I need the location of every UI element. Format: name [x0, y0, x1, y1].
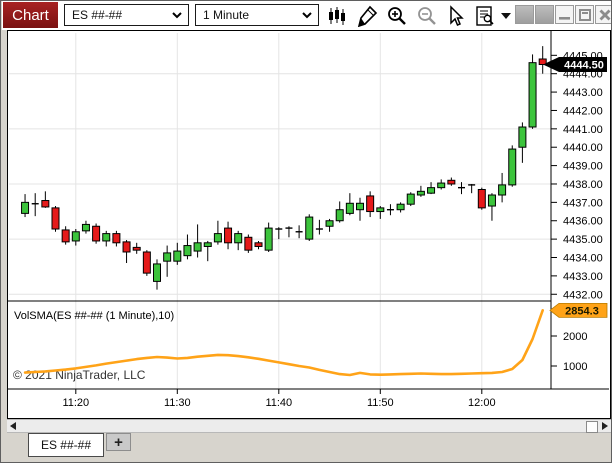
indicator-value-badge: 2854.3	[549, 302, 608, 318]
zoom-out-icon	[418, 6, 436, 25]
toolbar-caret-button[interactable]	[498, 4, 514, 27]
svg-text:12:00: 12:00	[468, 397, 496, 409]
candles	[21, 46, 547, 290]
chart-style-icon	[329, 6, 345, 25]
svg-text:4438.00: 4438.00	[563, 179, 603, 191]
current-price-badge: 4444.50	[543, 57, 607, 73]
svg-text:4439.00: 4439.00	[563, 161, 603, 173]
scroll-right-arrow-icon[interactable]	[602, 422, 608, 430]
svg-text:11:40: 11:40	[265, 397, 292, 409]
svg-text:4441.00: 4441.00	[563, 124, 603, 136]
zoom-in-icon	[388, 6, 406, 25]
tab-instrument-label: ES ##-##	[40, 438, 92, 452]
instrument-selector[interactable]: ES ##-##	[64, 4, 189, 26]
interval-selector-value: 1 Minute	[203, 8, 250, 22]
svg-text:2000: 2000	[563, 331, 587, 343]
title-toolbar: Chart ES ##-## 1 Minute	[2, 1, 611, 30]
svg-text:4443.00: 4443.00	[563, 87, 603, 99]
watermark: © 2021 NinjaTrader, LLC	[13, 368, 146, 382]
data-series-button[interactable]	[472, 4, 498, 27]
window-title-chart-label: Chart	[3, 2, 58, 28]
indicator-label: VolSMA(ES ##-## (1 Minute),10)	[14, 310, 174, 322]
time-axis: 11:20 11:30 11:40 11:50 12:00	[62, 389, 496, 409]
svg-text:4437.00: 4437.00	[563, 197, 603, 209]
cursor-icon	[450, 4, 464, 26]
data-series-icon	[476, 5, 494, 26]
svg-text:2854.3: 2854.3	[565, 305, 599, 317]
volsma-line	[23, 309, 545, 377]
minimize-button[interactable]	[555, 5, 574, 24]
svg-text:1000: 1000	[563, 361, 587, 373]
restore-icon	[578, 8, 591, 21]
svg-text:4440.00: 4440.00	[563, 142, 603, 154]
svg-text:© 2021 NinjaTrader, LLC: © 2021 NinjaTrader, LLC	[13, 368, 146, 382]
dropdown-caret-icon	[501, 12, 511, 19]
draw-pencil-icon	[357, 5, 378, 27]
chart-area[interactable]: 4445.00 4444.00 4443.00 4442.00 4441.00 4440.…	[7, 30, 611, 419]
horizontal-scrollbar[interactable]	[7, 419, 611, 433]
svg-text:4434.00: 4434.00	[563, 253, 603, 265]
add-tab-label: +	[114, 433, 123, 451]
svg-text:11:50: 11:50	[367, 397, 394, 409]
zoom-out-button[interactable]	[414, 4, 440, 27]
svg-text:4435.00: 4435.00	[563, 234, 603, 246]
restore-button[interactable]	[575, 5, 594, 24]
draw-tool-button[interactable]	[354, 4, 380, 27]
svg-text:4433.00: 4433.00	[563, 271, 603, 283]
svg-text:11:30: 11:30	[164, 397, 191, 409]
instrument-link-button[interactable]	[515, 5, 534, 24]
close-button[interactable]	[595, 5, 611, 24]
add-tab-button[interactable]: +	[106, 433, 131, 451]
price-chart-canvas[interactable]: 4445.004444.004443.004442.004441.004440.…	[8, 31, 610, 418]
tab-instrument[interactable]: ES ##-##	[28, 433, 104, 457]
scrollbar-thumb[interactable]	[586, 421, 598, 433]
zoom-in-button[interactable]	[384, 4, 410, 27]
svg-text:11:20: 11:20	[62, 397, 89, 409]
chevron-down-icon	[172, 12, 182, 19]
minimize-icon	[559, 17, 570, 20]
close-icon	[599, 9, 610, 20]
window-title-text: Chart	[12, 6, 49, 24]
svg-text:VolSMA(ES ##-## (1 Minute),10): VolSMA(ES ##-## (1 Minute),10)	[14, 310, 174, 322]
chevron-down-icon	[302, 12, 312, 19]
gridlines	[9, 33, 551, 389]
svg-text:4436.00: 4436.00	[563, 216, 603, 228]
interval-selector[interactable]: 1 Minute	[195, 4, 319, 26]
price-axis: 4445.004444.004443.004442.004441.004440.…	[551, 50, 603, 301]
chart-style-button[interactable]	[324, 4, 350, 27]
cursor-tool-button[interactable]	[442, 4, 468, 27]
instrument-selector-value: ES ##-##	[72, 8, 123, 22]
svg-text:4442.00: 4442.00	[563, 105, 603, 117]
svg-text:4432.00: 4432.00	[563, 289, 603, 301]
svg-text:4444.50: 4444.50	[564, 60, 604, 72]
interval-link-button[interactable]	[535, 5, 554, 24]
scroll-left-arrow-icon[interactable]	[10, 422, 16, 430]
indicator-axis: 2000 1000	[551, 331, 587, 373]
tab-bar: ES ##-## +	[7, 433, 611, 459]
